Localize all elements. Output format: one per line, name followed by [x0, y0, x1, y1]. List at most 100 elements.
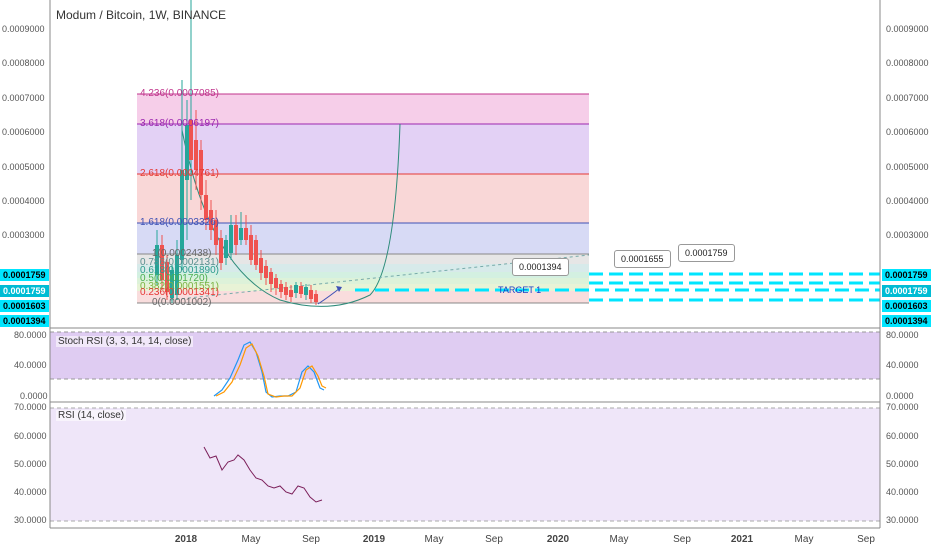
target-lines: [355, 272, 880, 302]
candle-up: [175, 255, 179, 295]
candle-down: [284, 287, 288, 295]
candle-down: [160, 245, 164, 280]
rsi-tick-left: 40.0000: [14, 487, 47, 497]
candle-down: [165, 262, 169, 292]
fib-zone-05: [137, 278, 589, 284]
rsi-tick-left: 30.0000: [14, 515, 47, 525]
rsi-tick-right: 70.0000: [886, 402, 919, 412]
time-tick: 2021: [730, 534, 754, 545]
price-badge-left: 0.0001759: [0, 285, 49, 297]
price-tick-left: 0.0007000: [2, 93, 45, 103]
candle-up: [224, 240, 228, 258]
fib-zone-0618: [137, 272, 589, 278]
price-badge-right: 0.0001603: [882, 300, 931, 312]
time-tick: 2019: [362, 534, 386, 545]
time-tick: Sep: [673, 534, 691, 545]
candle-down: [254, 240, 258, 265]
fib-zones: [137, 93, 589, 304]
arrow-head: [336, 286, 342, 292]
price-tick-left: 0.0003000: [2, 230, 45, 240]
fib-zone-4236: [137, 94, 589, 124]
candle-up: [304, 287, 308, 295]
candle-down: [209, 210, 213, 230]
candle-down: [309, 290, 313, 299]
price-tick-left: 0.0006000: [2, 127, 45, 137]
candle-up: [155, 245, 159, 275]
stoch-tick-left: 80.0000: [14, 330, 47, 340]
candle-up: [239, 228, 243, 240]
candle-down: [204, 195, 208, 220]
price-badge-right: 0.0001759: [882, 285, 931, 297]
candle-down: [214, 220, 218, 245]
rsi-tick-right: 60.0000: [886, 431, 919, 441]
candle-down: [279, 284, 283, 292]
candle-up: [229, 225, 233, 253]
candle-down: [299, 286, 303, 294]
price-badge-left: 0.0001394: [0, 315, 49, 327]
target-annotation: TARGET 1: [498, 285, 542, 295]
stoch-rsi-label: Stoch RSI (3, 3, 14, 14, close): [56, 336, 194, 347]
rsi-tick-right: 50.0000: [886, 459, 919, 469]
stoch-tick-right: 0.0000: [886, 391, 914, 401]
price-callout[interactable]: 0.0001655: [614, 250, 671, 268]
time-tick: May: [424, 534, 444, 545]
rsi-tick-left: 60.0000: [14, 431, 47, 441]
price-tick-right: 0.0004000: [886, 196, 929, 206]
price-tick-left: 0.0009000: [2, 24, 45, 34]
rsi-label: RSI (14, close): [56, 410, 127, 421]
price-tick-left: 0.0005000: [2, 162, 45, 172]
time-tick: May: [241, 534, 261, 545]
fib-label: 0.236(0.0001341): [140, 287, 219, 298]
price-tick-left: 0.0008000: [2, 58, 45, 68]
rsi-tick-right: 40.0000: [886, 487, 919, 497]
candle-up: [185, 125, 189, 180]
stoch-tick-left: 0.0000: [20, 391, 48, 401]
candle-up: [170, 270, 174, 298]
candle-down: [269, 272, 273, 284]
candle-down: [314, 294, 318, 302]
price-callout[interactable]: 0.0001759: [678, 244, 735, 262]
price-badge-left: 0.0001603: [0, 300, 49, 312]
fib-zone-0236: [137, 291, 589, 303]
candle-down: [189, 120, 193, 160]
price-tick-right: 0.0007000: [886, 93, 929, 103]
candle-down: [259, 258, 263, 273]
fib-label: 0.382(0.0001551): [140, 281, 219, 292]
price-tick-right: 0.0003000: [886, 230, 929, 240]
time-tick: 2018: [174, 534, 198, 545]
price-tick-right: 0.0008000: [886, 58, 929, 68]
rsi-band: [50, 408, 880, 521]
fib-label: 0(0.0001002): [152, 297, 212, 308]
candle-down: [199, 150, 203, 195]
price-callout[interactable]: 0.0001394: [512, 258, 569, 276]
fib-label: 4.236(0.0007085): [140, 88, 219, 99]
candle-down: [194, 140, 198, 170]
candle-down: [244, 228, 248, 240]
price-tick-right: 0.0006000: [886, 127, 929, 137]
candle-up: [180, 170, 184, 260]
chart-title: Modum / Bitcoin, 1W, BINANCE: [56, 8, 227, 22]
price-badge-right: 0.0001394: [882, 315, 931, 327]
time-tick: May: [609, 534, 629, 545]
time-tick: May: [794, 534, 814, 545]
fib-zone-3618: [137, 124, 589, 174]
candle-down: [264, 266, 268, 278]
rsi-tick-left: 50.0000: [14, 459, 47, 469]
candle-down: [249, 235, 253, 260]
price-badge-right: 0.0001759: [882, 269, 931, 281]
price-badge-left: 0.0001759: [0, 269, 49, 281]
fib-zone-0382: [137, 284, 589, 291]
fib-zone-0786: [137, 264, 589, 272]
rsi-tick-right: 30.0000: [886, 515, 919, 525]
fib-label: 3.618(0.0006197): [140, 118, 219, 129]
fib-label: 0.786(0.0002131): [140, 257, 219, 268]
fib-label: 1.618(0.0003326): [140, 217, 219, 228]
candle-down: [219, 238, 223, 263]
time-tick: Sep: [857, 534, 875, 545]
candles: [155, 0, 318, 305]
stoch-tick-left: 40.0000: [14, 360, 47, 370]
candle-down: [289, 290, 293, 297]
price-tick-right: 0.0005000: [886, 162, 929, 172]
stoch-tick-right: 40.0000: [886, 360, 919, 370]
